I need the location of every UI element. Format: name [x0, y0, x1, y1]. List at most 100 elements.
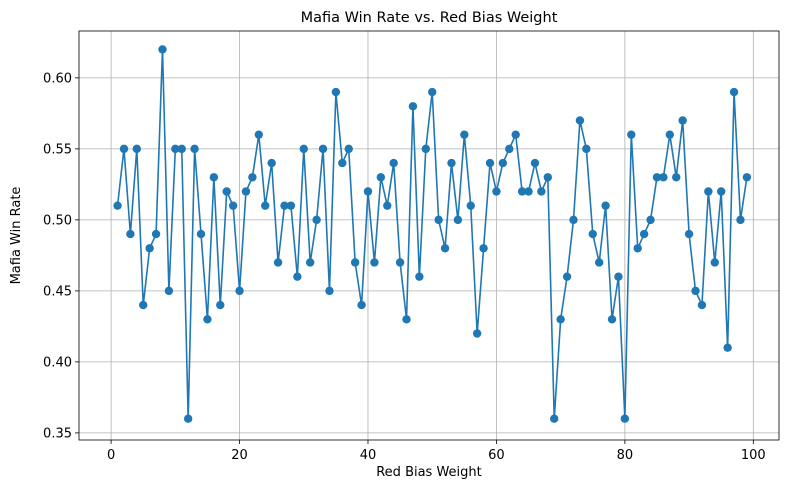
x-tick-label: 80 [617, 448, 634, 463]
data-point [485, 158, 495, 168]
data-point [665, 130, 675, 139]
data-point [562, 272, 572, 281]
data-point [248, 173, 257, 182]
data-point [556, 315, 565, 324]
data-point [415, 272, 424, 281]
data-point [659, 173, 668, 182]
data-point [344, 144, 353, 154]
data-point [363, 187, 373, 196]
data-point [646, 215, 655, 225]
chart-title: Mafia Win Rate vs. Red Bias Weight [301, 10, 558, 26]
data-point [460, 130, 469, 139]
y-axis-label: Mafia Win Rate [9, 187, 24, 285]
x-tick-label: 100 [741, 448, 766, 463]
data-point [723, 343, 732, 352]
y-tick-label: 0.45 [43, 284, 72, 299]
data-point [370, 258, 379, 267]
data-point [550, 414, 559, 423]
data-point [511, 130, 520, 139]
data-point [216, 300, 225, 310]
data-point [421, 144, 430, 154]
data-point [639, 229, 649, 239]
data-point [376, 173, 386, 182]
data-point [575, 116, 585, 125]
data-point [569, 215, 578, 225]
data-point [466, 201, 475, 210]
data-point [543, 173, 553, 182]
data-point [729, 87, 739, 97]
data-point [267, 158, 276, 168]
data-point [428, 87, 437, 97]
y-tick-label: 0.50 [43, 213, 72, 228]
data-point [228, 201, 238, 210]
data-point [318, 144, 328, 154]
data-point [453, 215, 463, 225]
data-point [126, 229, 135, 239]
data-point [710, 258, 719, 267]
data-point [717, 187, 726, 196]
y-tick-label: 0.60 [43, 71, 72, 86]
data-point [620, 414, 630, 423]
data-point [177, 144, 186, 154]
data-point [395, 258, 405, 267]
data-point [704, 187, 713, 196]
data-point [697, 300, 707, 310]
data-point [132, 144, 141, 154]
data-point [139, 300, 148, 310]
data-point [325, 286, 334, 296]
data-point [241, 187, 251, 196]
y-tick-label: 0.35 [43, 426, 72, 441]
data-point [286, 201, 296, 210]
data-point [164, 286, 174, 296]
data-point [742, 173, 752, 182]
data-point [447, 158, 456, 168]
plot-frame [78, 30, 780, 441]
data-point [684, 229, 694, 239]
data-point [691, 286, 700, 296]
data-point [582, 144, 591, 154]
data-point [505, 144, 514, 154]
data-point [402, 315, 411, 324]
data-point [492, 187, 501, 196]
data-point [389, 158, 398, 168]
x-tick-label: 60 [488, 448, 505, 463]
data-point [601, 201, 610, 210]
data-point [537, 187, 546, 196]
data-point [472, 329, 482, 338]
data-point [440, 244, 450, 253]
data-point [113, 201, 122, 210]
data-point [171, 144, 180, 154]
data-point [633, 244, 642, 253]
data-point [383, 201, 392, 210]
data-point [498, 158, 508, 168]
x-tick-label: 40 [360, 448, 377, 463]
data-point [119, 144, 129, 154]
data-point [305, 258, 315, 267]
data-point [254, 130, 264, 139]
data-point [588, 229, 597, 239]
data-point [517, 187, 527, 196]
data-point [209, 173, 219, 182]
data-point [151, 229, 161, 239]
data-point [530, 158, 540, 168]
data-point [678, 116, 687, 125]
data-point [479, 244, 488, 253]
data-point [736, 215, 745, 225]
data-point [293, 272, 302, 281]
data-point [434, 215, 443, 225]
data-point [594, 258, 604, 267]
data-point [222, 187, 231, 196]
data-point [408, 102, 418, 111]
data-point [350, 258, 360, 267]
data-point [261, 201, 270, 210]
data-point [280, 201, 289, 210]
data-point [672, 173, 681, 182]
data-point [196, 229, 206, 239]
data-point [273, 258, 283, 267]
data-point [145, 244, 154, 253]
x-axis-label: Red Bias Weight [376, 465, 482, 480]
data-point [607, 315, 617, 324]
ticks: 0 20 40 60 80 100 0.35 0.40 0.45 0.50 0.55 0.60 [43, 71, 766, 463]
series [113, 45, 752, 423]
